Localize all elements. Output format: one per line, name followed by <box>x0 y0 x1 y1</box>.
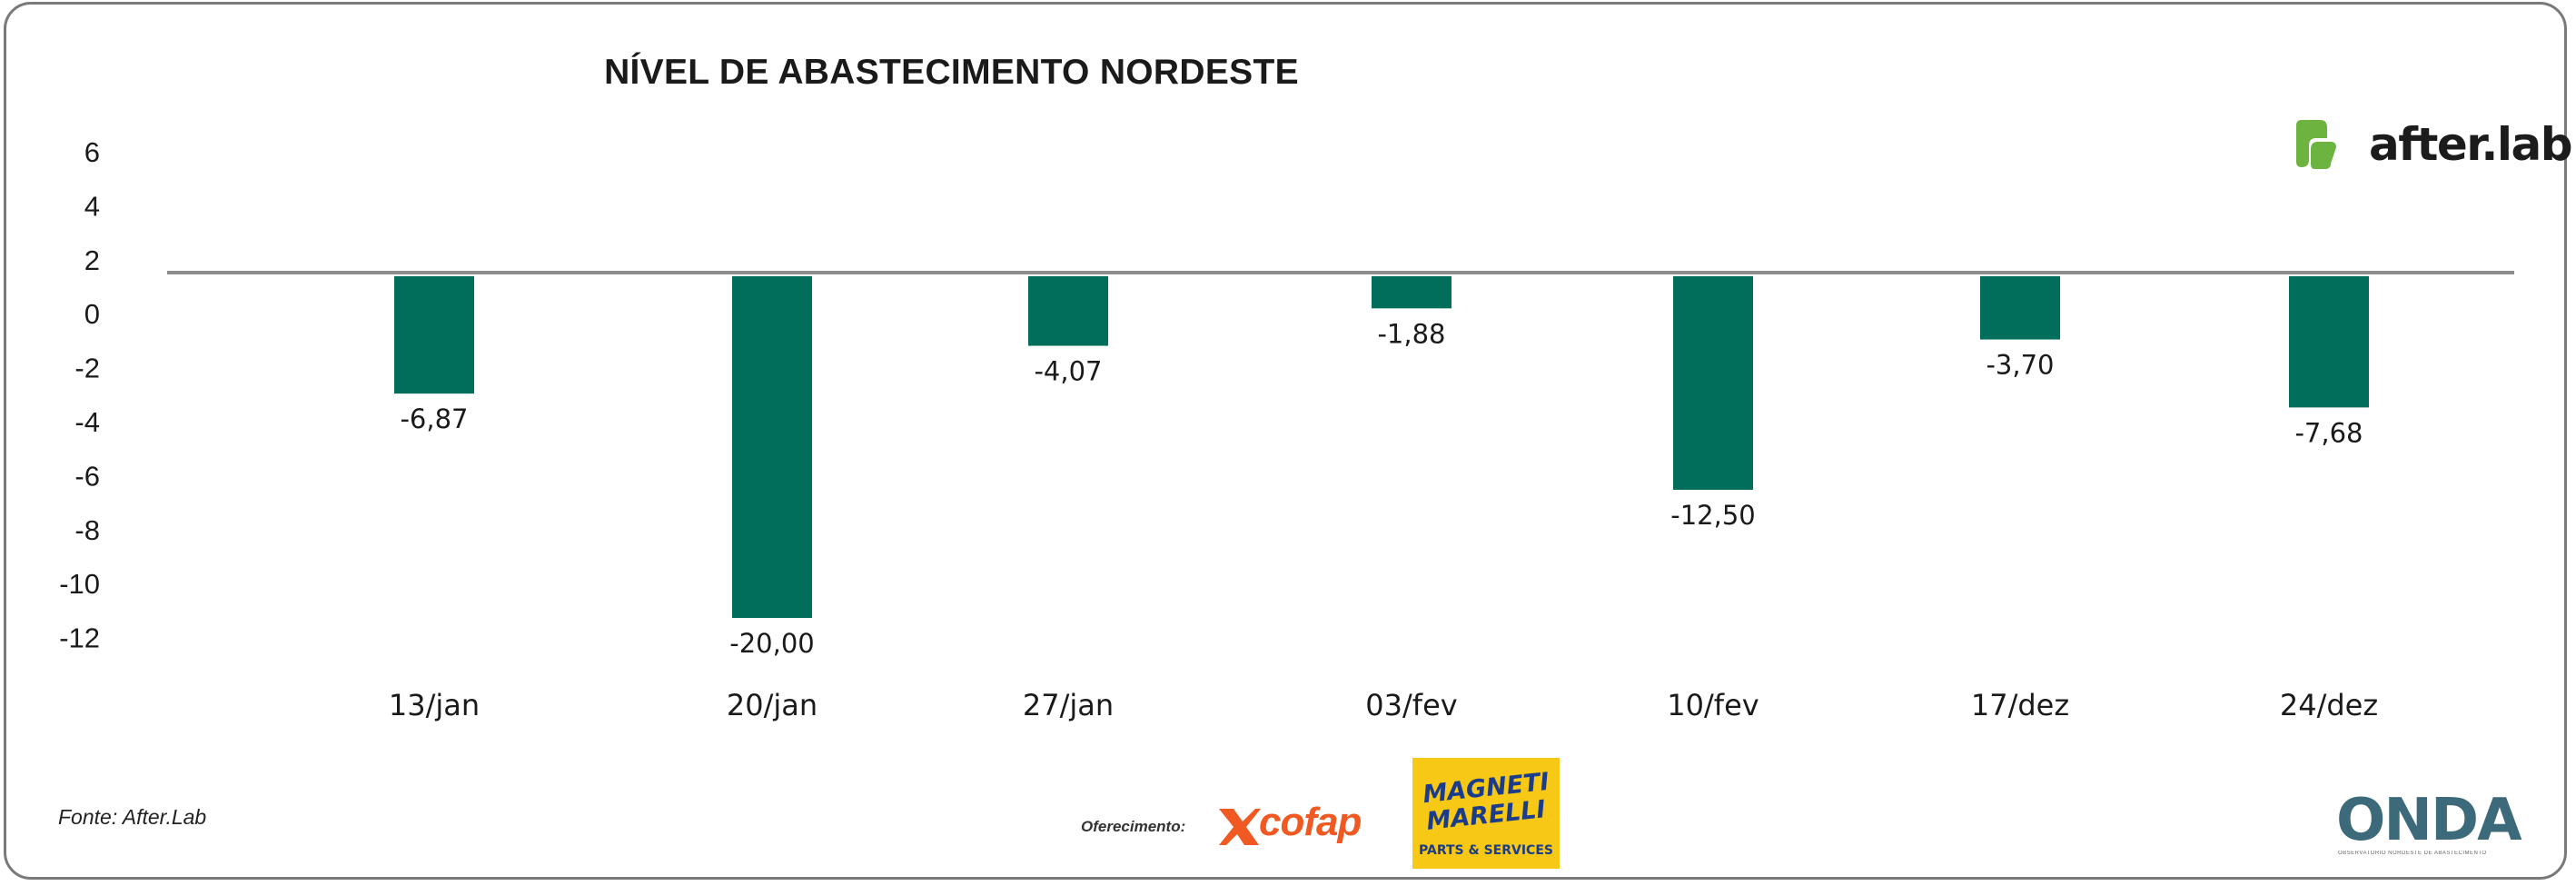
onda-logo: ONDA OBSERVATÓRIO NORDESTE DE ABASTECIME… <box>2336 787 2522 860</box>
y-tick-label: -2 <box>74 353 100 384</box>
x-category-label: 13/jan <box>389 688 480 722</box>
x-category-label: 24/dez <box>2280 688 2378 722</box>
sponsor-label: Oferecimento: <box>1081 818 1186 835</box>
y-tick-label: -10 <box>59 568 100 600</box>
chart-frame <box>4 2 2567 880</box>
y-tick-label: 0 <box>84 298 100 330</box>
cofap-logo: cofap <box>1215 800 1388 851</box>
cofap-logo-text: cofap <box>1259 800 1362 844</box>
y-tick-label: -4 <box>74 406 100 438</box>
onda-logo-text: ONDA <box>2336 787 2522 854</box>
source-note: Fonte: After.Lab <box>58 805 207 829</box>
afterlab-logo: after.lab <box>2293 116 2573 171</box>
chart-title: NÍVEL DE ABASTECIMENTO NORDESTE <box>604 53 1299 92</box>
y-tick-label: -12 <box>59 622 100 654</box>
bar-value-label: -7,68 <box>2294 417 2363 448</box>
onda-logo-subtitle: OBSERVATÓRIO NORDESTE DE ABASTECIMENTO <box>2338 851 2487 856</box>
afterlab-logo-icon <box>2296 120 2336 169</box>
bar <box>1372 276 1451 309</box>
x-category-label: 03/fev <box>1365 688 1457 722</box>
y-tick-label: -6 <box>74 460 100 492</box>
x-category-label: 27/jan <box>1023 688 1114 722</box>
bar <box>732 276 812 618</box>
magneti-logo-line3: PARTS & SERVICES <box>1419 843 1553 858</box>
x-category-label: 20/jan <box>727 688 817 722</box>
bar-value-label: -3,70 <box>1986 350 2054 381</box>
bar <box>1980 276 2060 340</box>
x-category-label: 10/fev <box>1667 688 1759 722</box>
bar <box>1028 276 1108 346</box>
bar-value-label: -4,07 <box>1034 356 1102 387</box>
y-tick-label: -8 <box>74 514 100 546</box>
bar-value-label: -1,88 <box>1377 318 1445 349</box>
y-tick-label: 4 <box>84 190 100 222</box>
bar <box>2289 276 2369 408</box>
y-tick-label: 2 <box>84 244 100 276</box>
afterlab-logo-text: after.lab <box>2369 118 2573 171</box>
x-category-label: 17/dez <box>1971 688 2069 722</box>
bar-value-label: -6,87 <box>400 403 468 434</box>
bar <box>394 276 474 394</box>
cofap-logo-icon <box>1219 809 1261 845</box>
bar-value-label: -12,50 <box>1670 500 1756 531</box>
bar <box>1673 276 1753 490</box>
bar-value-label: -20,00 <box>729 628 815 659</box>
magneti-marelli-logo: MAGNETI MARELLI PARTS & SERVICES <box>1412 758 1560 869</box>
y-tick-label: 6 <box>84 136 100 168</box>
